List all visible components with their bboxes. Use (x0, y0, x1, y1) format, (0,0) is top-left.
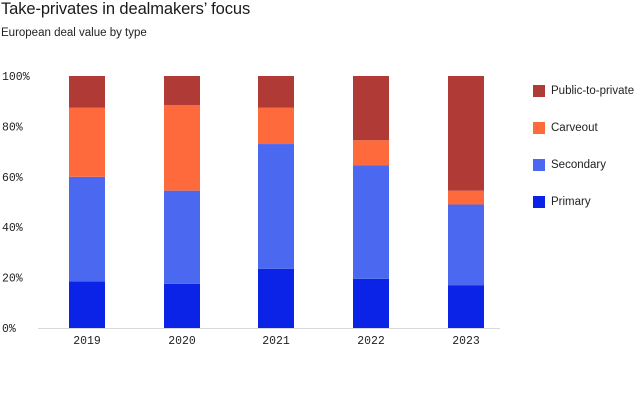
bar-segment-secondary-2019 (69, 176, 105, 282)
chart-legend: Public-to-private Carveout Secondary Primar… (533, 72, 634, 220)
legend-swatch (533, 84, 545, 97)
x-tick-label: 2023 (452, 335, 480, 348)
y-tick-label: 80% (2, 121, 23, 134)
legend-item: Secondary (533, 146, 634, 183)
y-tick-label: 40% (2, 222, 23, 235)
bar-segment-carveout-2019 (69, 107, 105, 177)
bar-segment-primary-2021 (258, 268, 294, 328)
y-tick-label: 100% (2, 71, 30, 84)
legend-label: Secondary (551, 158, 606, 171)
legend-item: Public-to-private (533, 72, 634, 109)
bar-segment-primary-2019 (69, 281, 105, 328)
x-tick-label: 2021 (262, 335, 290, 348)
x-tick-label: 2019 (73, 335, 101, 348)
bar-segment-secondary-2020 (164, 190, 200, 284)
chart-subtitle: European deal value by type (1, 27, 147, 39)
bar-segment-primary-2022 (353, 278, 389, 328)
bar-segment-public-to-private-2021 (258, 76, 294, 108)
chart-title: Take-privates in dealmakers’ focus (1, 0, 251, 18)
bar-segment-primary-2020 (164, 283, 200, 328)
bar-segment-carveout-2020 (164, 104, 200, 191)
bar-segment-public-to-private-2022 (353, 76, 389, 141)
legend-swatch (533, 195, 545, 208)
y-tick-label: 0% (2, 323, 16, 336)
bar-segment-secondary-2022 (353, 165, 389, 279)
bar-segment-secondary-2021 (258, 144, 294, 269)
bar-segment-carveout-2023 (448, 190, 484, 205)
bar-segment-public-to-private-2019 (69, 76, 105, 108)
legend-item: Carveout (533, 109, 634, 146)
bar-segment-public-to-private-2023 (448, 76, 484, 191)
x-tick-label: 2020 (168, 335, 196, 348)
legend-item: Primary (533, 183, 634, 220)
bar-segment-primary-2023 (448, 285, 484, 328)
legend-swatch (533, 158, 545, 171)
bar-segment-secondary-2023 (448, 204, 484, 286)
bar-segment-public-to-private-2020 (164, 76, 200, 105)
legend-swatch (533, 121, 545, 134)
legend-label: Carveout (551, 121, 598, 134)
x-tick-label: 2022 (357, 335, 385, 348)
legend-label: Primary (551, 195, 591, 208)
legend-label: Public-to-private (551, 84, 635, 97)
bar-segment-carveout-2022 (353, 140, 389, 166)
y-tick-label: 20% (2, 273, 23, 286)
y-tick-label: 60% (2, 172, 23, 185)
bar-segment-carveout-2021 (258, 107, 294, 145)
